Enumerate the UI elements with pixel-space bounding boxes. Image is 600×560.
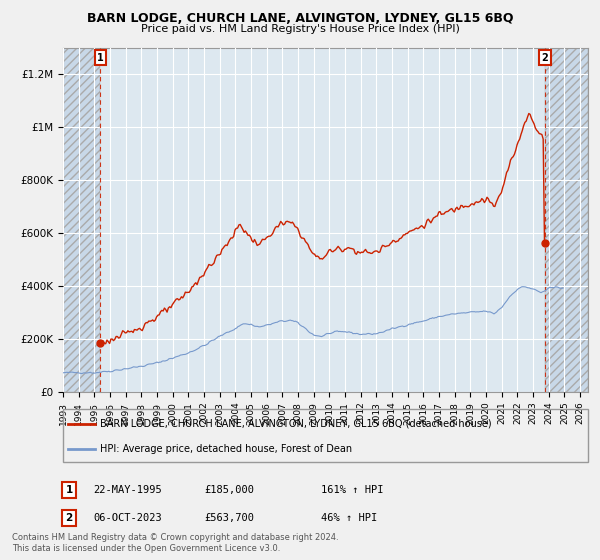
Bar <box>63 48 100 392</box>
Text: 06-OCT-2023: 06-OCT-2023 <box>93 513 162 523</box>
Text: Price paid vs. HM Land Registry's House Price Index (HPI): Price paid vs. HM Land Registry's House … <box>140 24 460 34</box>
Text: 2: 2 <box>542 53 548 63</box>
Text: Contains HM Land Registry data © Crown copyright and database right 2024.
This d: Contains HM Land Registry data © Crown c… <box>12 533 338 553</box>
Text: 161% ↑ HPI: 161% ↑ HPI <box>321 485 383 495</box>
Text: £185,000: £185,000 <box>204 485 254 495</box>
Text: 46% ↑ HPI: 46% ↑ HPI <box>321 513 377 523</box>
Text: HPI: Average price, detached house, Forest of Dean: HPI: Average price, detached house, Fore… <box>100 444 352 454</box>
Text: BARN LODGE, CHURCH LANE, ALVINGTON, LYDNEY, GL15 6BQ: BARN LODGE, CHURCH LANE, ALVINGTON, LYDN… <box>87 12 513 25</box>
Text: 2: 2 <box>65 513 73 523</box>
Text: BARN LODGE, CHURCH LANE, ALVINGTON, LYDNEY, GL15 6BQ (detached house): BARN LODGE, CHURCH LANE, ALVINGTON, LYDN… <box>100 419 491 429</box>
Text: 1: 1 <box>97 53 104 63</box>
Text: £563,700: £563,700 <box>204 513 254 523</box>
Text: 22-MAY-1995: 22-MAY-1995 <box>93 485 162 495</box>
Bar <box>545 48 588 392</box>
Text: 1: 1 <box>65 485 73 495</box>
